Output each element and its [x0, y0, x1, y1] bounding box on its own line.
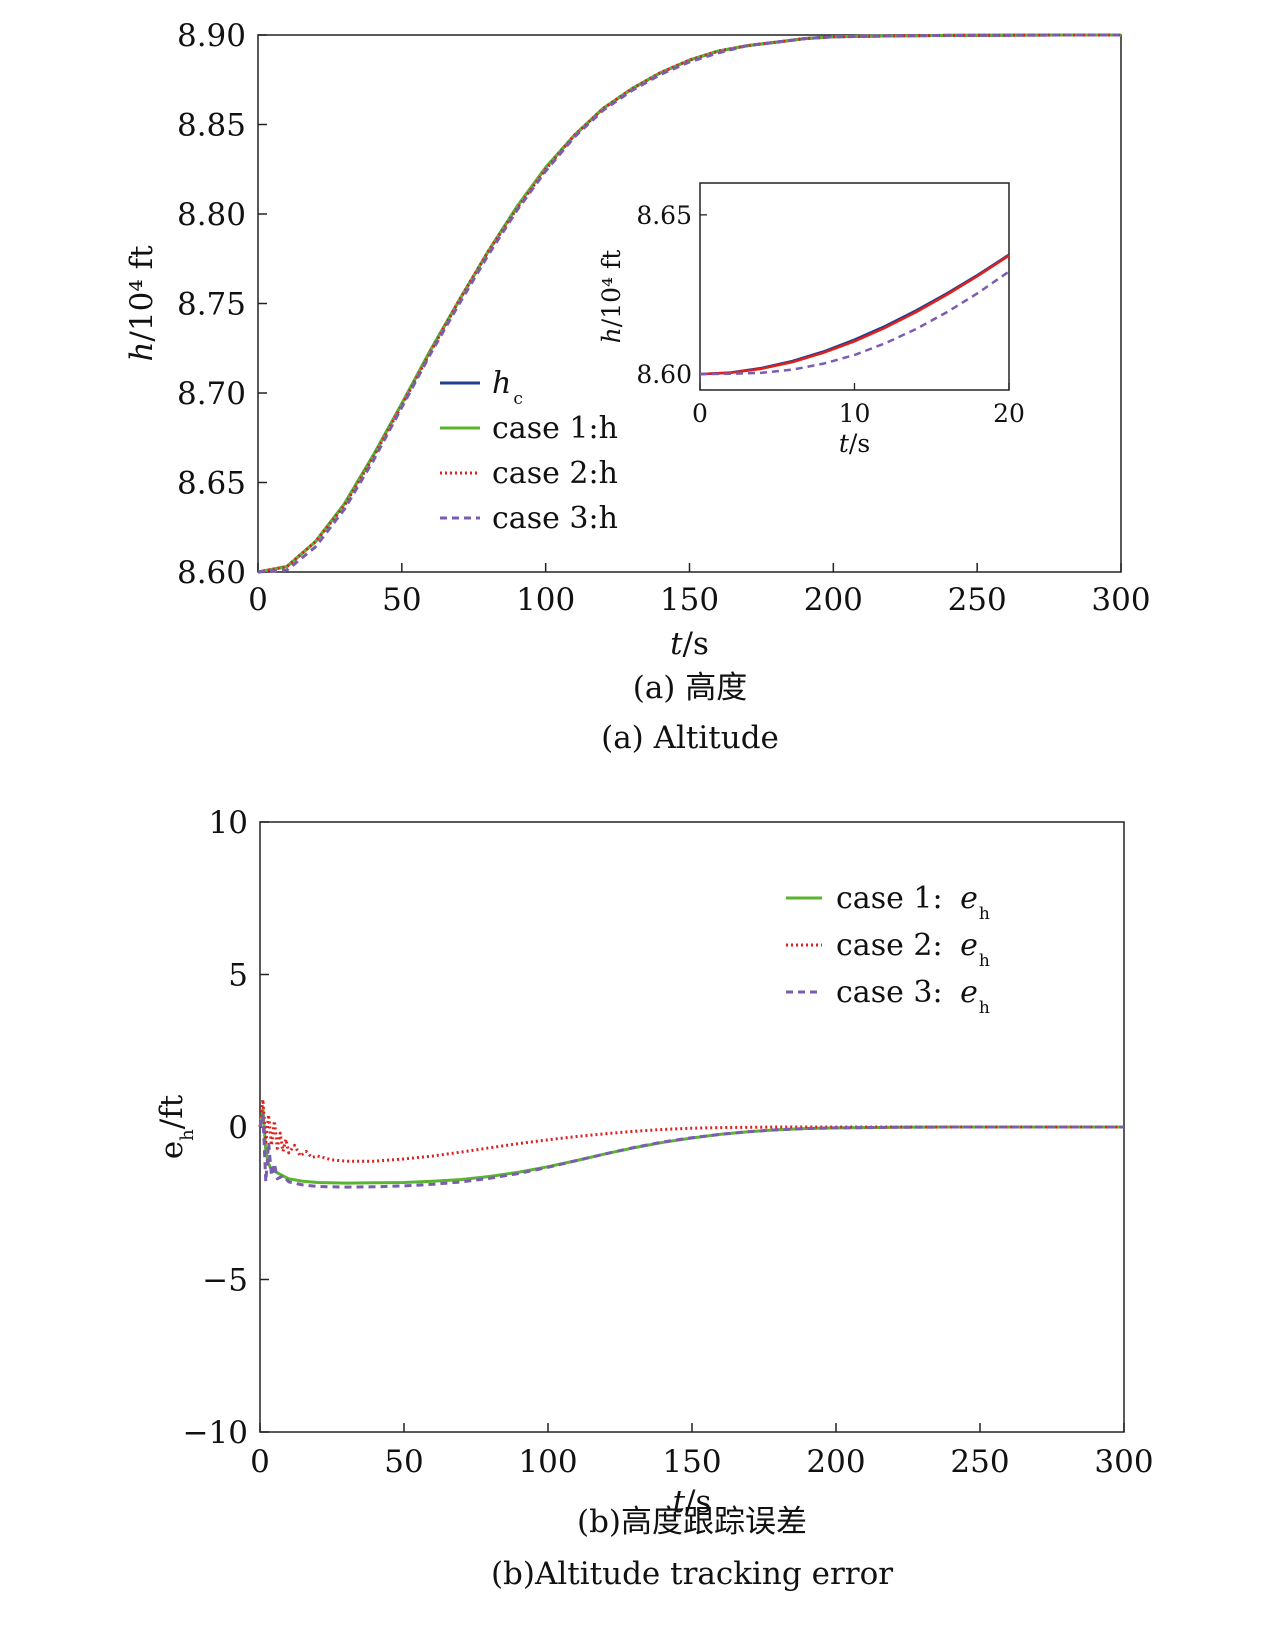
- inset-xtick-label: 0: [692, 399, 708, 428]
- plot-b-legend-label: case 3: eh: [836, 975, 990, 1018]
- plot-a-ytick-label: 8.90: [177, 18, 246, 54]
- plot-a-caption-en: (a) Altitude: [601, 720, 779, 756]
- inset-ytick-label: 8.60: [636, 360, 692, 389]
- plot-b-xtick-label: 100: [518, 1444, 577, 1480]
- plot-a-caption-zh: (a) 高度: [633, 670, 748, 706]
- plot-a-xtick-label: 0: [248, 582, 268, 618]
- plot-b-xtick-label: 50: [384, 1444, 423, 1480]
- plot-b-ytick-label: −10: [183, 1415, 248, 1451]
- inset-xtick-label: 20: [993, 399, 1025, 428]
- plot-b-ytick-label: 0: [228, 1110, 248, 1146]
- plot-a-ytick-label: 8.85: [177, 108, 246, 144]
- plot-b-xtick-label: 0: [250, 1444, 270, 1480]
- plot-a-ytick-label: 8.60: [177, 555, 246, 591]
- plot-b-xtick-label: 200: [806, 1444, 865, 1480]
- plot-a-legend-label: case 3:h: [492, 501, 618, 536]
- inset-ylabel: h/10⁴ ft: [597, 250, 626, 344]
- inset-series-case3-line: [699, 270, 1010, 376]
- plot-b-xtick-label: 300: [1094, 1444, 1153, 1480]
- inset-series-case2-line: [699, 254, 1010, 376]
- plot-b-caption-en: (b)Altitude tracking error: [491, 1556, 893, 1592]
- plot-a-xtick-label: 100: [516, 582, 575, 618]
- inset-ytick-label: 8.65: [636, 201, 692, 230]
- plot-a-ytick-label: 8.75: [177, 287, 246, 323]
- plot-b-series-case1-line: [258, 1107, 1124, 1185]
- inset-xtick-label: 10: [839, 399, 871, 428]
- plot-b-xtick-label: 150: [662, 1444, 721, 1480]
- plot-b-legend-label: case 2: eh: [836, 928, 990, 971]
- plot-b-series-case3-line: [258, 1113, 1124, 1189]
- plot-b-ytick-label: −5: [202, 1263, 248, 1299]
- plot-a-ytick-label: 8.70: [177, 376, 246, 412]
- plot-a-xtick-label: 150: [660, 582, 719, 618]
- plot-a-legend-label: case 2:h: [492, 456, 618, 491]
- plot-a-xtick-label: 50: [382, 582, 421, 618]
- plot-a-ylabel: h/10⁴ ft: [124, 245, 160, 362]
- plot-a-ytick-label: 8.65: [177, 466, 246, 502]
- plot-b-ytick-label: 5: [228, 958, 248, 994]
- plot-a-xtick-label: 300: [1091, 582, 1150, 618]
- plot-b-ytick-label: 10: [209, 805, 248, 841]
- plot-a-xtick-label: 250: [948, 582, 1007, 618]
- plot-b-caption-zh: (b)高度跟踪误差: [577, 1504, 807, 1540]
- plot-b-legend-label: case 1: eh: [836, 881, 990, 924]
- plot-b-xtick-label: 250: [950, 1444, 1009, 1480]
- plot-a-xtick-label: 200: [804, 582, 863, 618]
- plot-a-xlabel: t/s: [670, 626, 709, 662]
- plot-b-xlabel: t/s: [673, 1484, 712, 1520]
- plot-b-series-case2-line: [258, 1098, 1124, 1163]
- plot-a-legend-label: case 1:h: [492, 411, 618, 446]
- plot-a-ytick-label: 8.80: [177, 197, 246, 233]
- plot-b-ylabel: eh/ft: [154, 1094, 198, 1159]
- inset-xlabel: t/s: [839, 429, 870, 458]
